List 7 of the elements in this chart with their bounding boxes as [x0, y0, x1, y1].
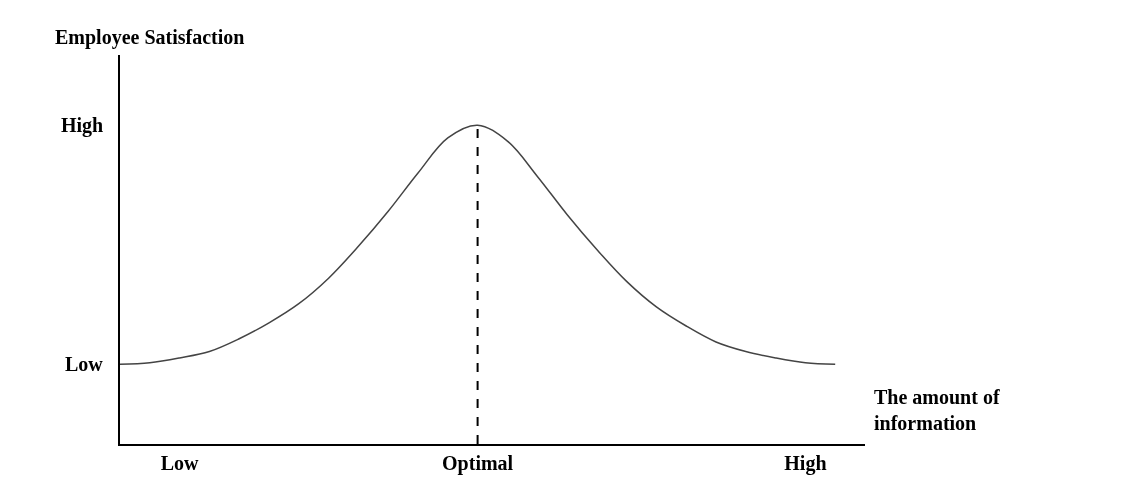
x-axis-title: The amount of information: [874, 386, 1000, 434]
x-tick-label: Low: [160, 452, 200, 474]
x-tick-label: High: [784, 452, 827, 475]
x-tick-label: Optimal: [442, 452, 514, 475]
text: Low: [65, 353, 104, 375]
y-axis-title: Employee Satisfaction: [55, 26, 245, 49]
text: High: [61, 114, 104, 137]
